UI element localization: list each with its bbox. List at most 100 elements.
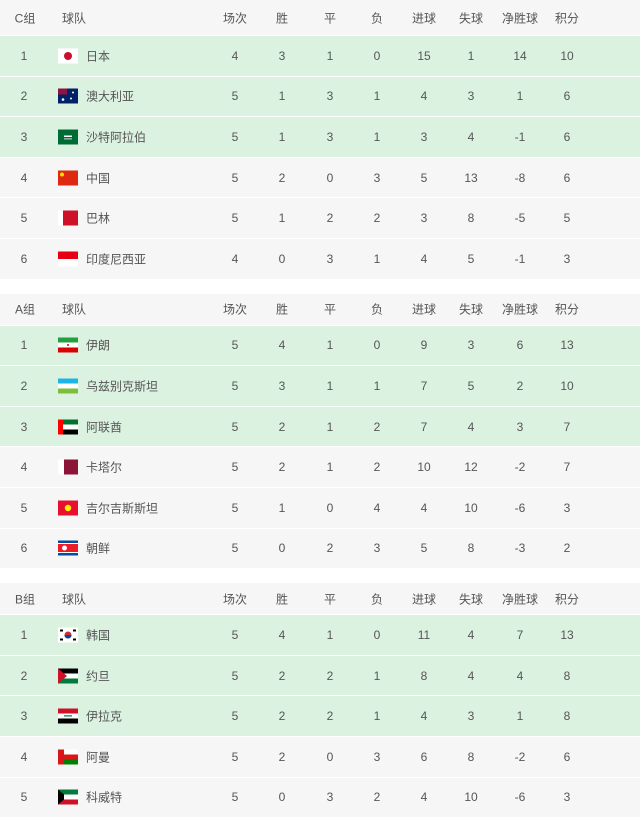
rank: 1 [21, 338, 28, 352]
column-header: 净胜球 [502, 301, 538, 318]
stat-w: 3 [279, 49, 286, 63]
stat-pts: 7 [564, 420, 571, 434]
team-name[interactable]: 中国 [86, 169, 110, 186]
stat-d: 2 [327, 709, 334, 723]
column-header: 净胜球 [502, 590, 538, 607]
stat-d: 3 [327, 252, 334, 266]
team-name[interactable]: 沙特阿拉伯 [86, 128, 146, 145]
team-name[interactable]: 澳大利亚 [86, 88, 134, 105]
group-label: B组 [15, 590, 35, 607]
stat-gf: 3 [421, 211, 428, 225]
team-name[interactable]: 阿曼 [86, 748, 110, 765]
team-name[interactable]: 巴林 [86, 210, 110, 227]
stat-gf: 7 [421, 420, 428, 434]
kyrgyzstan-flag-icon [58, 500, 78, 515]
team-name[interactable]: 日本 [86, 47, 110, 64]
team-name[interactable]: 吉尔吉斯斯坦 [86, 499, 158, 516]
rank: 2 [21, 379, 28, 393]
stat-pts: 6 [564, 89, 571, 103]
stat-pts: 5 [564, 211, 571, 225]
uae-flag-icon [58, 419, 78, 434]
stat-w: 2 [279, 460, 286, 474]
rank: 6 [21, 252, 28, 266]
team-name[interactable]: 伊拉克 [86, 708, 122, 725]
stat-pts: 13 [560, 628, 573, 642]
stat-l: 3 [374, 171, 381, 185]
rank: 4 [21, 460, 28, 474]
stat-gf: 4 [421, 709, 428, 723]
column-header: 胜 [276, 590, 288, 607]
column-header: 积分 [555, 301, 579, 318]
stat-ga: 4 [468, 130, 475, 144]
iran-flag-icon [58, 338, 78, 353]
stat-p: 4 [232, 49, 239, 63]
stat-gd: -2 [515, 460, 526, 474]
column-header: 胜 [276, 9, 288, 26]
stat-l: 1 [374, 252, 381, 266]
stat-gf: 5 [421, 171, 428, 185]
stat-l: 0 [374, 49, 381, 63]
stat-p: 5 [232, 89, 239, 103]
stat-gd: 7 [517, 628, 524, 642]
column-header: 平 [324, 9, 336, 26]
team-name[interactable]: 乌兹别克斯坦 [86, 377, 158, 394]
stat-gf: 4 [421, 790, 428, 804]
team-name[interactable]: 阿联酋 [86, 418, 122, 435]
stat-gd: 14 [513, 49, 526, 63]
column-header-team: 球队 [62, 9, 86, 26]
column-header: 胜 [276, 301, 288, 318]
column-header: 场次 [223, 9, 247, 26]
team-name[interactable]: 科威特 [86, 789, 122, 806]
stat-l: 2 [374, 460, 381, 474]
stat-d: 1 [327, 379, 334, 393]
stat-gd: -1 [515, 130, 526, 144]
rank: 3 [21, 709, 28, 723]
stat-d: 1 [327, 460, 334, 474]
stat-l: 3 [374, 541, 381, 555]
stat-gd: -6 [515, 501, 526, 515]
stat-d: 1 [327, 420, 334, 434]
column-header-team: 球队 [62, 301, 86, 318]
team-name[interactable]: 卡塔尔 [86, 459, 122, 476]
rank: 1 [21, 628, 28, 642]
stat-ga: 3 [468, 338, 475, 352]
rank: 4 [21, 171, 28, 185]
team-name[interactable]: 约旦 [86, 667, 110, 684]
team-name[interactable]: 朝鲜 [86, 540, 110, 557]
column-header: 积分 [555, 590, 579, 607]
stat-d: 1 [327, 628, 334, 642]
stat-pts: 8 [564, 709, 571, 723]
stat-ga: 12 [464, 460, 477, 474]
stat-p: 5 [232, 628, 239, 642]
stat-w: 4 [279, 338, 286, 352]
team-name[interactable]: 印度尼西亚 [86, 250, 146, 267]
stat-gd: 1 [517, 709, 524, 723]
team-name[interactable]: 伊朗 [86, 337, 110, 354]
stat-gd: 2 [517, 379, 524, 393]
japan-flag-icon [58, 48, 78, 63]
column-header: 负 [371, 301, 383, 318]
team-name[interactable]: 韩国 [86, 626, 110, 643]
stat-p: 5 [232, 338, 239, 352]
stat-l: 4 [374, 501, 381, 515]
table-header: A组球队场次胜平负进球失球净胜球积分 [0, 294, 640, 326]
